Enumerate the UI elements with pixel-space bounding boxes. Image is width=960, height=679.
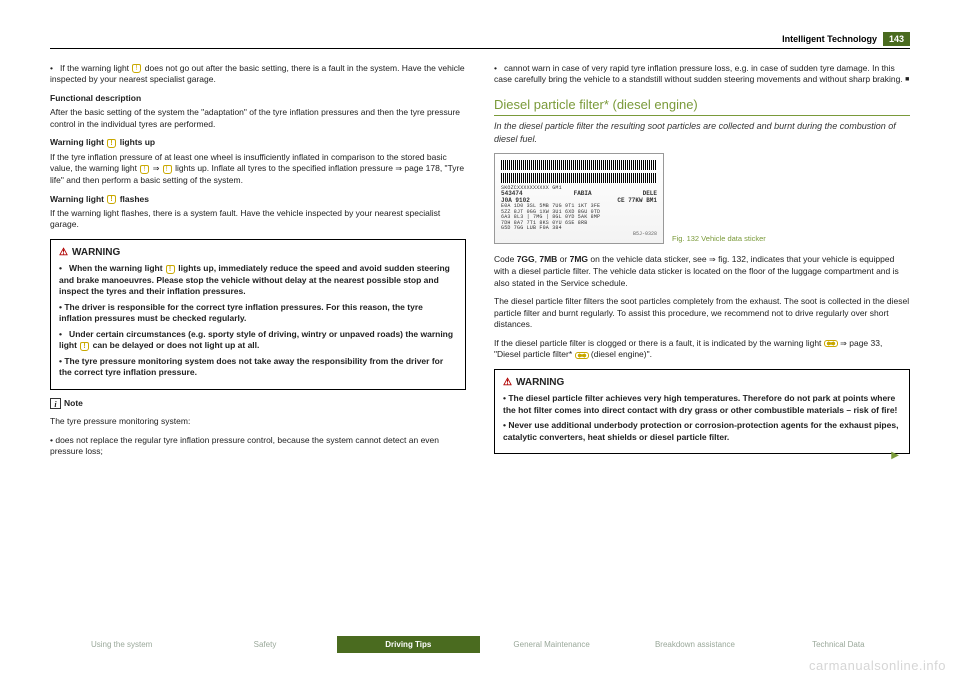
- page-number: 143: [883, 32, 910, 46]
- subheading: Warning light lights up: [50, 137, 466, 148]
- paragraph: After the basic setting of the system th…: [50, 107, 466, 130]
- warning-box: ⚠ WARNING • When the warning light lights…: [50, 239, 466, 390]
- section-subtitle: In the diesel particle filter the result…: [494, 120, 910, 144]
- tab-general-maintenance[interactable]: General Maintenance: [480, 636, 623, 653]
- warning-heading: ⚠ WARNING: [59, 246, 457, 260]
- watermark: carmanualsonline.info: [809, 658, 946, 673]
- tyre-warning-icon: [132, 64, 141, 73]
- tyre-warning-icon: [163, 165, 172, 174]
- note-label: Note: [64, 398, 83, 408]
- header-title: Intelligent Technology: [782, 34, 877, 44]
- tab-technical-data[interactable]: Technical Data: [767, 636, 910, 653]
- left-column: • If the warning light does not go out a…: [50, 63, 466, 465]
- warning-bullet: • Never use additional underbody protect…: [503, 420, 901, 443]
- tab-safety[interactable]: Safety: [193, 636, 336, 653]
- subheading: Warning light flashes: [50, 194, 466, 205]
- paragraph: The diesel particle filter filters the s…: [494, 296, 910, 330]
- tyre-warning-icon: [107, 139, 116, 148]
- paragraph: The tyre pressure monitoring system:: [50, 416, 466, 427]
- footer-tabs: Using the system Safety Driving Tips Gen…: [50, 636, 910, 653]
- tyre-warning-icon: [80, 342, 89, 351]
- dpf-warning-icon: [824, 340, 838, 347]
- subheading: Functional description: [50, 93, 466, 104]
- paragraph: If the warning light flashes, there is a…: [50, 208, 466, 231]
- sticker-cell: FABIA: [574, 191, 592, 198]
- info-icon: i: [50, 398, 61, 409]
- warning-bullet: • When the warning light lights up, imme…: [59, 263, 457, 297]
- warning-triangle-icon: ⚠: [59, 247, 68, 258]
- paragraph: If the diesel particle filter is clogged…: [494, 338, 910, 361]
- barcode-icon: [501, 160, 657, 170]
- end-square-icon: ■: [905, 77, 909, 84]
- warning-bullet: • The driver is responsible for the corr…: [59, 302, 457, 325]
- warning-triangle-icon: ⚠: [503, 377, 512, 388]
- sticker-cell: CE 77KW BM1: [617, 198, 657, 205]
- continue-arrow-icon: ▶: [891, 449, 899, 463]
- warning-label: WARNING: [72, 247, 120, 258]
- page-header: Intelligent Technology 143: [50, 32, 910, 49]
- warning-bullet: • Under certain circumstances (e.g. spor…: [59, 329, 457, 352]
- paragraph: Code 7GG, 7MB or 7MG on the vehicle data…: [494, 254, 910, 289]
- tab-using-system[interactable]: Using the system: [50, 636, 193, 653]
- tab-driving-tips[interactable]: Driving Tips: [337, 636, 480, 653]
- paragraph: • cannot warn in case of very rapid tyre…: [494, 63, 910, 86]
- figure: SKOZCXXXXXXXXXX GM1 543474 FABIA DELE J0…: [494, 153, 910, 245]
- paragraph: • does not replace the regular tyre infl…: [50, 435, 466, 458]
- paragraph: If the tyre inflation pressure of at lea…: [50, 152, 466, 187]
- warning-label: WARNING: [516, 377, 564, 388]
- paragraph: • If the warning light does not go out a…: [50, 63, 466, 86]
- page: Intelligent Technology 143 • If the warn…: [0, 0, 960, 465]
- figure-caption: Fig. 132 Vehicle data sticker: [672, 234, 910, 244]
- vehicle-data-sticker: SKOZCXXXXXXXXXX GM1 543474 FABIA DELE J0…: [494, 153, 664, 245]
- dpf-warning-icon: [575, 352, 589, 359]
- content-columns: • If the warning light does not go out a…: [50, 63, 910, 465]
- right-column: • cannot warn in case of very rapid tyre…: [494, 63, 910, 465]
- warning-bullet: • The tyre pressure monitoring system do…: [59, 356, 457, 379]
- sticker-corner: B5J-0328: [501, 232, 657, 238]
- tyre-warning-icon: [166, 265, 175, 274]
- section-title: Diesel particle filter* (diesel engine): [494, 96, 910, 117]
- warning-bullet: • The diesel particle filter achieves ve…: [503, 393, 901, 416]
- tyre-warning-icon: [107, 195, 116, 204]
- tab-breakdown[interactable]: Breakdown assistance: [623, 636, 766, 653]
- tyre-warning-icon: [140, 165, 149, 174]
- barcode-icon: [501, 173, 657, 183]
- note-heading: iNote: [50, 398, 466, 409]
- warning-box: ⚠ WARNING • The diesel particle filter ac…: [494, 369, 910, 454]
- warning-heading: ⚠ WARNING: [503, 376, 901, 390]
